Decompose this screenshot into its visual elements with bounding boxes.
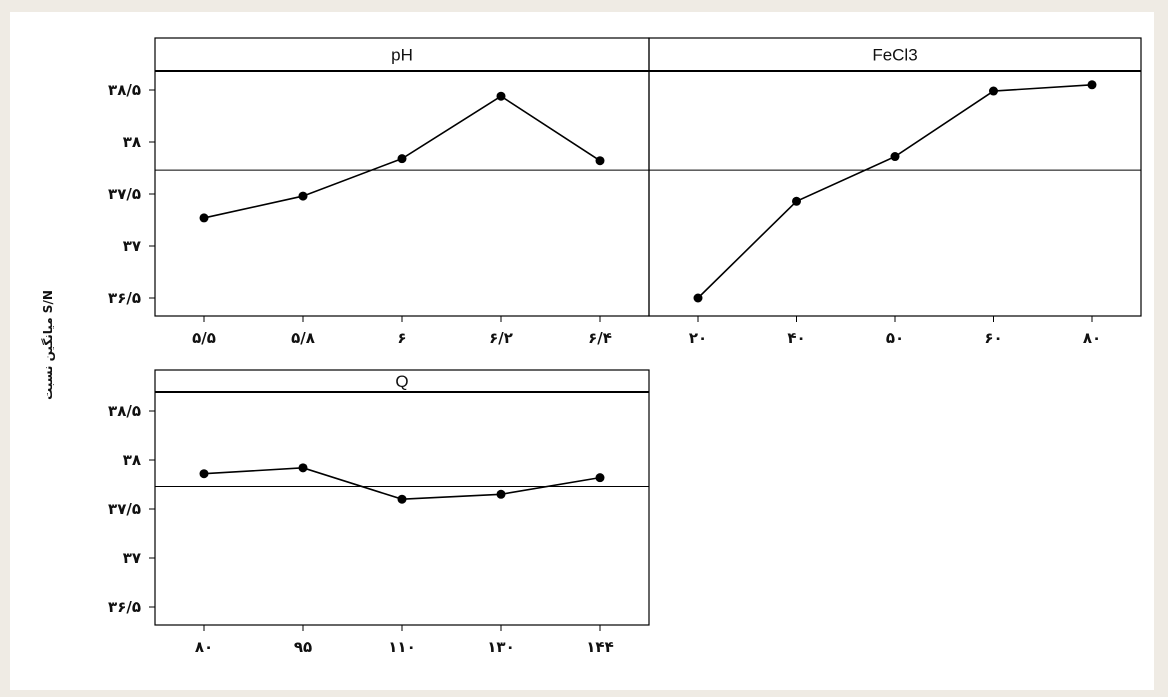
data-point	[1087, 80, 1097, 90]
data-point	[397, 494, 407, 504]
panel-title: pH	[391, 46, 413, 65]
y-tick-label: ۳۸/۵	[108, 402, 141, 420]
x-tick-label: ۵/۸	[291, 329, 315, 347]
y-tick-label: ۳۶/۵	[108, 598, 141, 616]
data-point	[199, 469, 209, 479]
data-point	[298, 191, 308, 201]
y-tick-label: ۳۸/۵	[108, 81, 141, 99]
x-tick-label: ۱۱۰	[388, 638, 415, 656]
x-tick-label: ۶/۲	[489, 329, 513, 347]
x-tick-label: ۴۰	[787, 329, 805, 347]
x-tick-label: ۱۴۴	[586, 638, 613, 656]
x-tick-label: ۶/۴	[588, 329, 612, 347]
data-point	[595, 473, 605, 483]
data-point	[693, 293, 703, 303]
y-tick-label: ۳۷/۵	[108, 500, 141, 518]
data-point	[496, 91, 506, 101]
y-tick-label: ۳۷	[123, 549, 141, 567]
x-tick-label: ۵/۵	[192, 329, 216, 347]
y-tick-label: ۳۶/۵	[108, 289, 141, 307]
x-tick-label: ۵۰	[886, 329, 904, 347]
y-tick-label: ۳۷/۵	[108, 185, 141, 203]
x-tick-label: ۶	[397, 329, 406, 347]
x-tick-label: ۹۵	[294, 638, 312, 656]
chart-background	[10, 12, 1154, 690]
y-tick-label: ۳۸	[123, 451, 141, 469]
x-tick-label: ۲۰	[689, 329, 707, 347]
data-point	[792, 196, 801, 206]
y-tick-label: ۳۸	[123, 133, 141, 151]
panel-title: FeCl3	[872, 46, 917, 65]
panel-title: Q	[395, 372, 408, 391]
x-tick-label: ۱۳۰	[487, 638, 514, 656]
data-point	[890, 152, 900, 162]
panel-ph: pH ۳۸/۵ ۳۸ ۳۷/۵ ۳۷ ۳۶/۵ ۵/۵ ۵/۸ ۶ ۶/۲ ۶/۴	[108, 37, 650, 347]
x-tick-label: ۶۰	[984, 329, 1002, 347]
panel-fecl3: FeCl3 ۲۰ ۴۰ ۵۰ ۶۰ ۸۰	[648, 37, 1142, 347]
x-tick-label: ۸۰	[195, 638, 213, 656]
data-point	[298, 463, 308, 473]
data-point	[199, 213, 209, 223]
y-axis-label: میانگین نسبت S/N	[41, 290, 55, 400]
data-point	[397, 154, 407, 164]
x-tick-label: ۸۰	[1083, 329, 1101, 347]
data-point	[989, 86, 998, 96]
panel-q: Q ۳۸/۵ ۳۸ ۳۷/۵ ۳۷ ۳۶/۵ ۸۰ ۹۵ ۱۱۰ ۱۳۰ ۱۴۴	[108, 369, 650, 656]
data-point	[595, 156, 605, 166]
y-tick-label: ۳۷	[123, 237, 141, 255]
data-point	[496, 489, 506, 499]
